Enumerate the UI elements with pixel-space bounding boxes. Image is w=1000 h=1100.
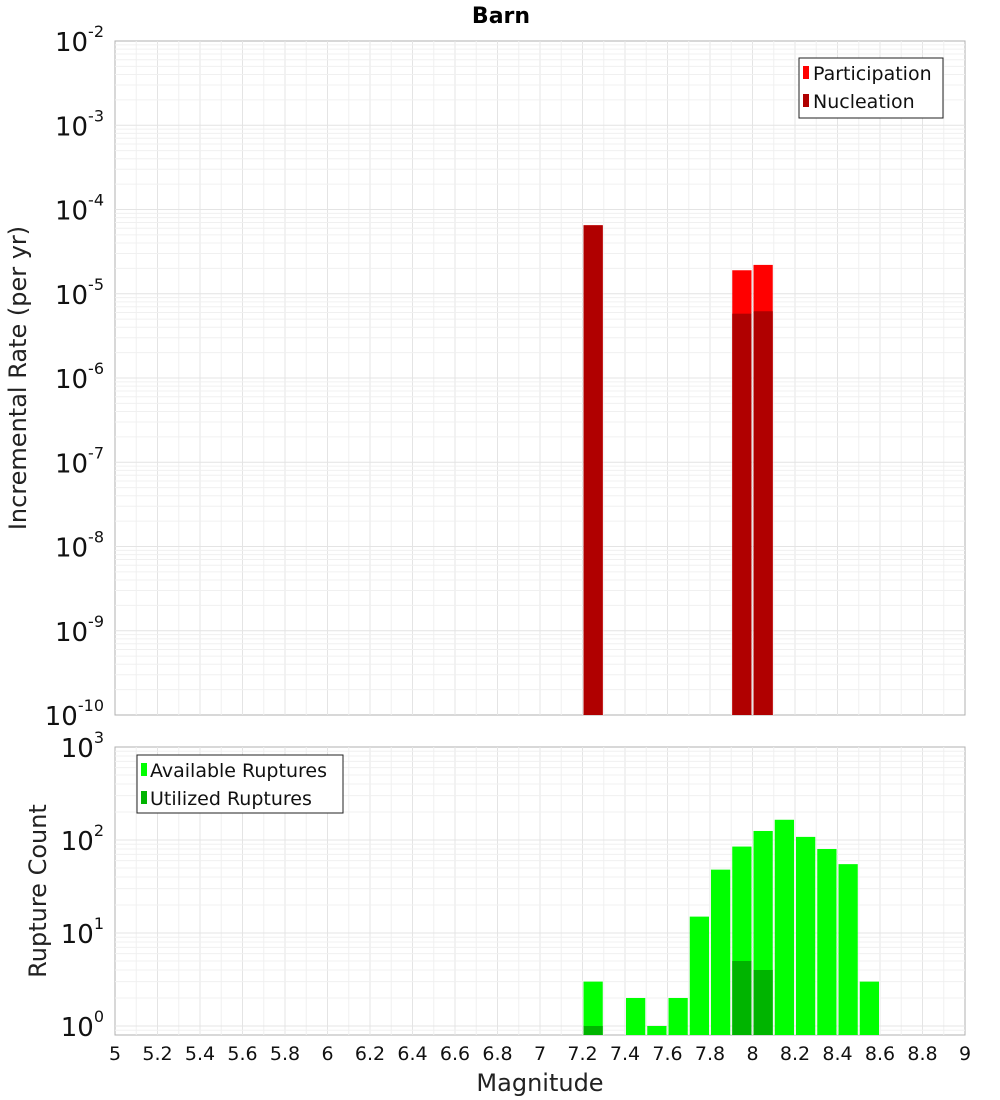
bottom-y-tick-label: 100 (61, 1007, 104, 1043)
top-y-tick-label: 10-3 (55, 106, 104, 142)
x-tick-label: 6.2 (355, 1043, 385, 1065)
x-tick-label: 8.4 (822, 1043, 852, 1065)
bar-available-ruptures (711, 869, 731, 1035)
bottom-y-axis-label: Rupture Count (24, 804, 52, 978)
top-y-tick-label: 10-10 (45, 696, 104, 732)
top-y-tick-label: 10-7 (55, 443, 104, 479)
bar-available-ruptures (583, 981, 603, 1035)
top-y-tick-labels: 10-10 10-9 10-8 10-7 10-6 10-5 10-4 10-3 10-2 (45, 22, 104, 732)
top-legend-box (798, 57, 944, 119)
bottom-y-tick-labels: 100 101 102 103 (61, 728, 104, 1043)
x-tick-label: 8.6 (865, 1043, 895, 1065)
bottom-legend: Available Ruptures Utilized Ruptures (136, 754, 344, 814)
chart-title: Barn (472, 4, 530, 29)
bar-available-ruptures (647, 1025, 667, 1035)
top-y-tick-label: 10-2 (55, 22, 104, 58)
x-tick-label: 5.4 (185, 1043, 215, 1065)
bottom-bars (583, 819, 879, 1035)
bar-available-ruptures (859, 981, 879, 1035)
x-tick-label: 8.8 (907, 1043, 937, 1065)
x-tick-label: 7.2 (567, 1043, 597, 1065)
legend-label-available: Available Ruptures (150, 760, 327, 782)
bar-utilized-ruptures (732, 960, 752, 1035)
bar-available-ruptures (668, 997, 688, 1035)
top-y-tick-label: 10-4 (55, 191, 104, 227)
legend-label-utilized: Utilized Ruptures (150, 788, 312, 810)
top-y-tick-label: 10-5 (55, 275, 104, 311)
x-tick-label: 8.2 (780, 1043, 810, 1065)
bar-utilized-ruptures (753, 969, 773, 1035)
legend-label-nucleation: Nucleation (813, 91, 915, 113)
top-y-tick-label: 10-9 (55, 612, 104, 648)
x-tick-labels: 5 5.2 5.4 5.6 5.8 6 6.2 6.4 6.6 6.8 7 7.2 7.4 7.6 7.8 8… (109, 1043, 971, 1065)
bar-available-ruptures (796, 836, 816, 1035)
top-y-tick-label: 10-6 (55, 359, 104, 395)
bar-nucleation (753, 311, 773, 715)
x-tick-label: 7.6 (652, 1043, 682, 1065)
bottom-y-tick-label: 101 (61, 914, 104, 950)
bar-available-ruptures (689, 916, 709, 1035)
legend-label-participation: Participation (813, 63, 932, 85)
bar-nucleation (732, 313, 752, 715)
x-tick-label: 9 (959, 1043, 971, 1065)
x-tick-label: 6.8 (482, 1043, 512, 1065)
x-tick-label: 7.4 (610, 1043, 640, 1065)
bar-available-ruptures (817, 849, 837, 1035)
top-legend: Participation Nucleation (798, 57, 944, 119)
legend-swatch-nucleation (803, 94, 809, 107)
legend-swatch-utilized (141, 791, 147, 804)
bottom-y-tick-label: 102 (61, 821, 104, 857)
bar-available-ruptures (774, 819, 794, 1035)
x-tick-label: 7 (534, 1043, 546, 1065)
bar-nucleation (583, 225, 603, 715)
top-y-axis-label: Incremental Rate (per yr) (4, 226, 32, 530)
x-tick-label: 6.6 (440, 1043, 470, 1065)
legend-swatch-participation (803, 66, 809, 79)
top-gridlines (115, 41, 965, 715)
x-tick-label: 6.4 (397, 1043, 427, 1065)
bottom-legend-box (136, 754, 344, 814)
bottom-y-tick-label: 103 (61, 728, 104, 764)
x-tick-label: 5.6 (227, 1043, 257, 1065)
bar-available-ruptures (838, 864, 858, 1035)
x-tick-label: 7.8 (695, 1043, 725, 1065)
x-tick-label: 5.2 (142, 1043, 172, 1065)
x-axis-label: Magnitude (476, 1069, 603, 1097)
top-y-tick-label: 10-8 (55, 528, 104, 564)
x-tick-label: 6 (321, 1043, 333, 1065)
bar-utilized-ruptures (583, 1025, 603, 1035)
x-tick-label: 5.8 (270, 1043, 300, 1065)
x-tick-label: 8 (746, 1043, 758, 1065)
top-bars (583, 225, 773, 715)
x-tick-label: 5 (109, 1043, 121, 1065)
bar-available-ruptures (626, 997, 646, 1035)
legend-swatch-available (141, 763, 147, 776)
